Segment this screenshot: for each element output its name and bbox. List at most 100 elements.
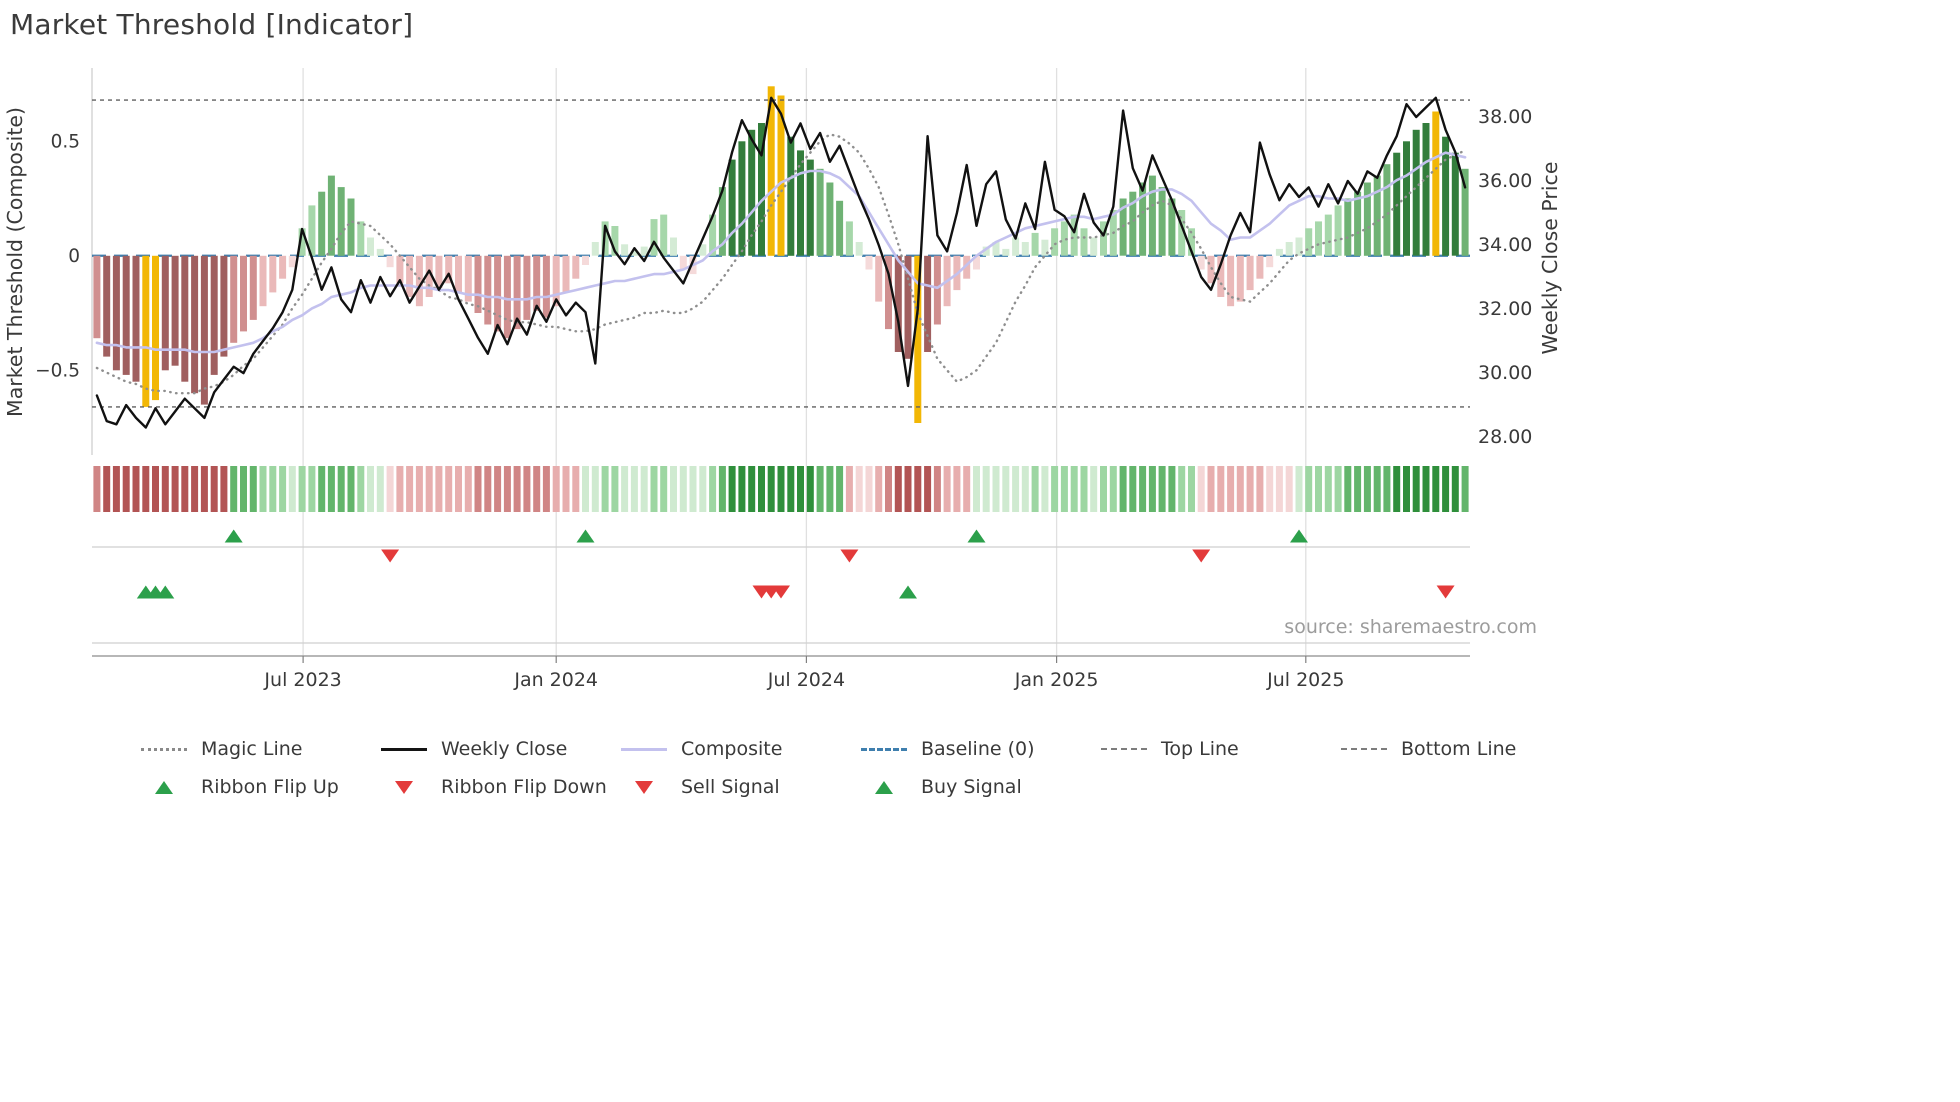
threshold-bar <box>1041 239 1049 256</box>
ribbon-cell <box>523 466 531 512</box>
ribbon-cell <box>464 466 472 512</box>
threshold-bars-layer <box>93 86 1469 423</box>
ribbon-cell <box>728 466 736 512</box>
threshold-bar <box>494 255 502 332</box>
ribbon-cell <box>161 466 169 512</box>
threshold-bar <box>1412 129 1420 256</box>
ribbon-cell <box>562 466 570 512</box>
threshold-bar <box>455 255 462 293</box>
ribbon-cell <box>112 466 120 512</box>
threshold-bar <box>621 244 629 256</box>
threshold-bar <box>474 255 482 313</box>
threshold-bar <box>1256 255 1264 279</box>
legend-label: Ribbon Flip Down <box>441 776 607 798</box>
ribbon-cell <box>396 466 404 512</box>
ribbon-cell <box>1354 466 1362 512</box>
threshold-bar <box>748 129 756 256</box>
ribbon-cell <box>1100 466 1107 512</box>
threshold-bar <box>376 248 384 256</box>
ribbon-cell <box>845 466 853 512</box>
threshold-bar <box>1070 214 1078 256</box>
threshold-bar <box>787 136 795 256</box>
ribbon-cell <box>484 466 492 512</box>
ribbon-cell <box>1422 466 1430 512</box>
threshold-bar <box>406 255 414 297</box>
ribbon-cell <box>943 466 951 512</box>
threshold-bar <box>1383 164 1391 256</box>
generated-chart-layers: 0.5 0 −0.5 38.00 36.00 34.00 32.00 30.00 28.00 Ju… <box>35 68 1532 691</box>
threshold-bar <box>103 255 111 357</box>
ribbon-cell <box>1060 466 1068 512</box>
threshold-bar <box>513 255 521 330</box>
ribbon-cell <box>582 466 589 512</box>
threshold-bar <box>1090 237 1098 256</box>
threshold-bar <box>1012 237 1020 256</box>
ribbon-cell <box>904 466 912 512</box>
tick-label: Jan 2025 <box>1014 669 1099 691</box>
threshold-bar <box>1129 191 1137 256</box>
ribbon-cell <box>777 466 785 512</box>
threshold-bar <box>1442 136 1450 256</box>
threshold-bar <box>1236 255 1244 302</box>
threshold-bar <box>1246 255 1254 291</box>
ribbon-cell <box>406 466 414 512</box>
ribbon-flip-down-marker <box>840 549 859 563</box>
ribbon-cell <box>621 466 629 512</box>
threshold-bar <box>357 221 365 256</box>
ribbon-strip <box>93 466 1469 512</box>
threshold-bar <box>161 255 169 371</box>
ribbon-cell <box>191 466 199 512</box>
ribbon-cell <box>738 466 746 512</box>
ribbon-cell <box>1383 466 1391 512</box>
ribbon-cell <box>953 466 961 512</box>
ribbon-cell <box>308 466 316 512</box>
threshold-bar <box>1422 123 1430 256</box>
threshold-bar <box>1285 242 1293 256</box>
tick-label: 34.00 <box>1478 234 1532 256</box>
tick-labels: 0.5 0 −0.5 38.00 36.00 34.00 32.00 30.00 28.00 Ju… <box>35 106 1532 691</box>
legend-item-weekly-close: Weekly Close <box>380 738 620 760</box>
line-swatch-icon <box>1340 748 1388 750</box>
legend-item-buy-signal: Buy Signal <box>860 776 1100 798</box>
ribbon-cell <box>552 466 560 512</box>
threshold-bar <box>650 219 658 256</box>
ribbon-cell <box>181 466 189 512</box>
threshold-bar <box>337 187 345 256</box>
signal-markers <box>136 529 1455 599</box>
ribbon-cell <box>709 466 717 512</box>
threshold-bar <box>386 255 394 268</box>
ribbon-cell <box>787 466 795 512</box>
ribbon-cell <box>914 466 922 512</box>
ribbon-cell <box>1256 466 1264 512</box>
threshold-bar <box>660 214 668 256</box>
threshold-bar <box>523 255 531 320</box>
tick-label: Jul 2023 <box>263 669 341 691</box>
ribbon-cell <box>601 466 609 512</box>
threshold-bar <box>1275 248 1283 256</box>
threshold-bar <box>1217 255 1225 297</box>
threshold-bar <box>1002 248 1010 256</box>
ribbon-cell <box>327 466 335 512</box>
ribbon-flip-up-marker <box>576 529 595 543</box>
legend-item-magic-line: Magic Line <box>140 738 380 760</box>
ribbon-cell <box>1109 466 1117 512</box>
line-swatch-icon <box>380 747 428 751</box>
threshold-bar <box>885 255 892 330</box>
threshold-bar <box>1354 191 1362 256</box>
threshold-bar <box>933 255 941 325</box>
swatch-dotted-gray <box>141 747 187 751</box>
threshold-bar <box>894 255 902 352</box>
swatch-dashed-gray <box>1101 748 1147 750</box>
ribbon-cell <box>591 466 599 512</box>
gridlines <box>91 68 1307 656</box>
tick-label: 28.00 <box>1478 426 1532 448</box>
threshold-bar <box>1031 232 1039 256</box>
threshold-bar <box>611 226 619 256</box>
tick-label: 0 <box>68 246 80 267</box>
threshold-bar <box>777 95 785 256</box>
threshold-bar <box>670 237 677 256</box>
threshold-bar <box>464 255 472 302</box>
legend-label: Bottom Line <box>1401 738 1517 760</box>
ribbon-cell <box>699 466 707 512</box>
legend-item-top-line: Top Line <box>1100 738 1340 760</box>
